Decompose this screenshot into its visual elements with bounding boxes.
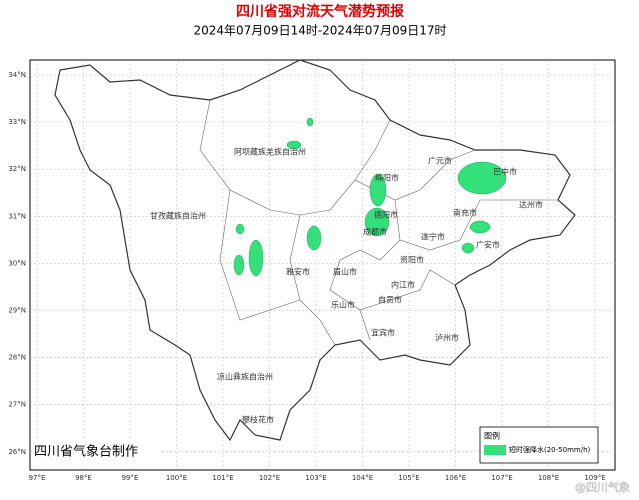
lon-label: 104°E: [352, 474, 373, 482]
map-frame: [29, 59, 616, 471]
watermark: @四川气象: [575, 480, 630, 494]
lon-label: 103°E: [305, 474, 326, 482]
lat-label: 34°N: [8, 71, 26, 79]
place-label: 资阳市: [400, 255, 424, 265]
place-label: 内江市: [391, 280, 415, 290]
lat-label: 27°N: [8, 401, 26, 409]
lon-label: 105°E: [398, 474, 419, 482]
lon-label: 102°E: [259, 474, 280, 482]
place-labels: 阿坝藏族羌族自治州 甘孜藏族自治州 绵阳市 广元市 巴中市 达州市 南充市 德阳…: [150, 147, 543, 425]
place-label: 甘孜藏族自治州: [150, 211, 206, 221]
lat-label: 29°N: [8, 307, 26, 315]
lat-label: 33°N: [8, 118, 26, 126]
graticule: 34°N 33°N 32°N 31°N 30°N 29°N 28°N 27°N 26°N 97°E…: [8, 60, 615, 482]
province-outline: [54, 59, 576, 442]
place-label: 绵阳市: [375, 173, 399, 183]
lat-label: 30°N: [8, 259, 26, 267]
lat-label: 26°N: [8, 448, 26, 456]
lon-label: 99°E: [122, 474, 139, 482]
lon-label: 97°E: [29, 474, 46, 482]
lat-label: 31°N: [8, 212, 26, 220]
lat-label: 32°N: [8, 165, 26, 173]
legend-item: 短时强降水(20-50mm/h): [509, 445, 591, 454]
place-label: 南充市: [453, 208, 477, 218]
place-label: 雅安市: [286, 267, 310, 277]
title: 四川省强对流天气潜势预报: [236, 3, 404, 20]
place-label: 德阳市: [374, 210, 398, 220]
lon-label: 101°E: [212, 474, 233, 482]
lon-label: 109°E: [584, 474, 605, 482]
footer-box: [32, 438, 162, 466]
place-label: 眉山市: [333, 267, 357, 277]
place-label: 攀枝花市: [242, 415, 274, 425]
subtitle: 2024年07月09日14时-2024年07月09日17时: [193, 24, 446, 38]
place-label: 阿坝藏族羌族自治州: [234, 147, 306, 157]
legend-title: 图例: [484, 431, 500, 441]
place-label: 自贡市: [378, 295, 402, 305]
lon-label: 98°E: [75, 474, 92, 482]
lon-label: 108°E: [538, 474, 559, 482]
place-label: 凉山彝族自治州: [217, 372, 273, 382]
region-borders: [199, 99, 558, 346]
lon-label: 107°E: [491, 474, 512, 482]
lat-label: 28°N: [8, 354, 26, 362]
footer: 四川省气象台制作: [34, 444, 138, 460]
place-label: 达州市: [519, 200, 543, 210]
legend-swatch: [484, 445, 506, 455]
lon-label: 100°E: [166, 474, 187, 482]
place-label: 巴中市: [493, 167, 517, 177]
lon-label: 106°E: [445, 474, 466, 482]
place-label: 遂宁市: [421, 232, 445, 242]
place-label: 广安市: [476, 240, 500, 250]
place-label: 乐山市: [331, 300, 355, 310]
place-label: 成都市: [363, 227, 387, 237]
place-label: 广元市: [428, 156, 452, 166]
place-label: 宜宾市: [371, 328, 395, 338]
rain-areas: [233, 117, 507, 277]
place-label: 泸州市: [435, 333, 459, 343]
